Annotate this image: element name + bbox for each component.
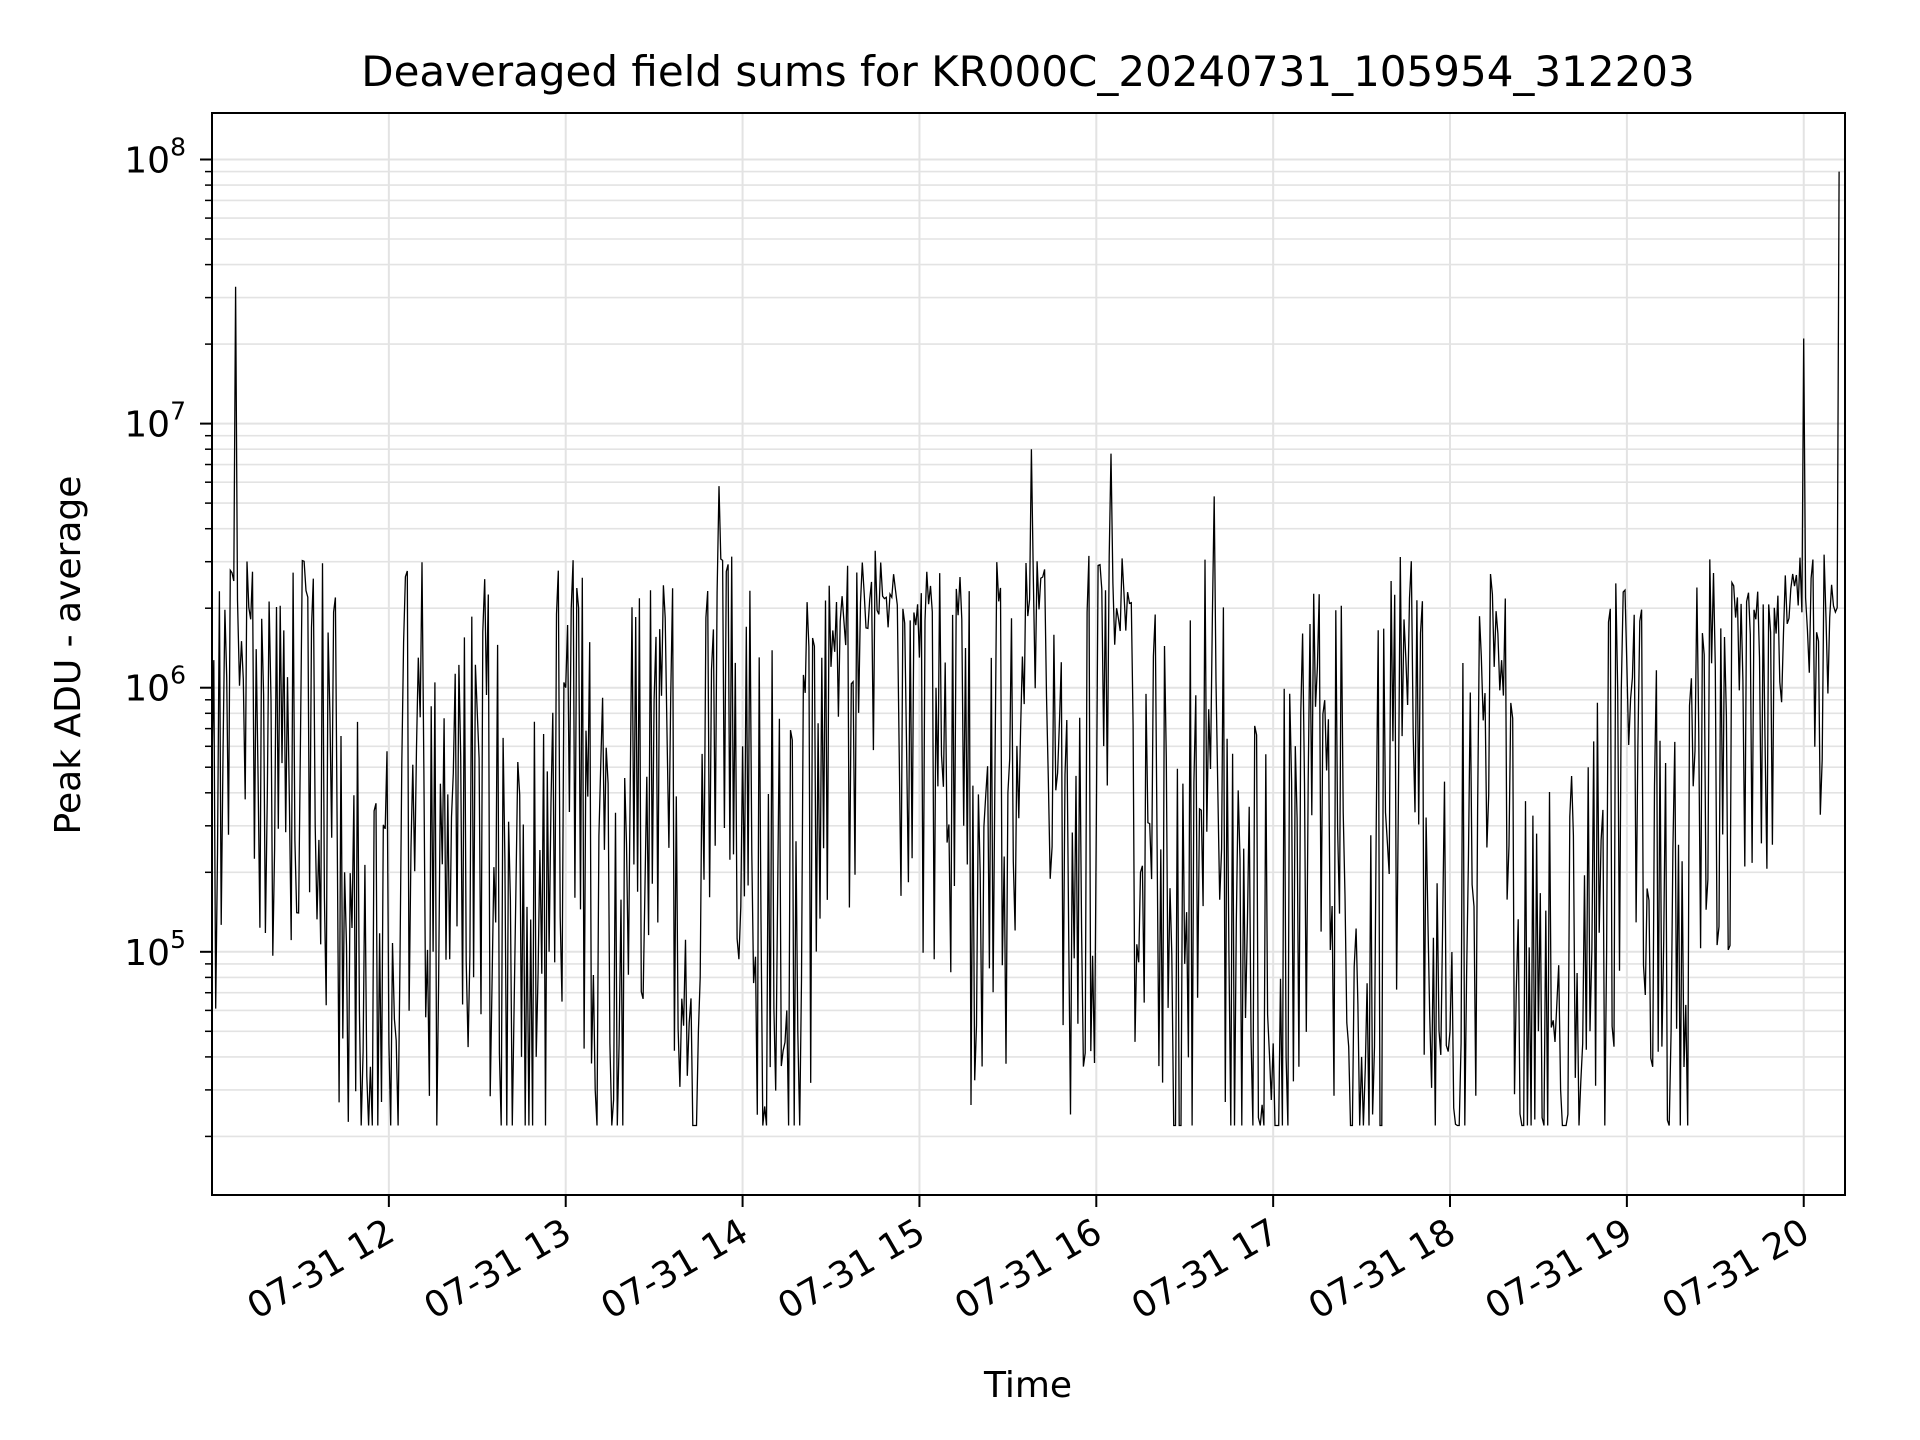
y-tick-label: 107 xyxy=(124,397,186,446)
line-layer xyxy=(212,171,1840,1127)
y-tick-label: 106 xyxy=(124,661,186,710)
series-line xyxy=(212,171,1840,1127)
plot-frame xyxy=(211,112,1846,1196)
y-axis-label: Peak ADU - average xyxy=(48,476,89,835)
y-tick-label: 105 xyxy=(124,925,186,974)
y-axis-ticks: 105 106 107 108 xyxy=(124,133,212,1138)
x-axis-label: Time xyxy=(983,1365,1072,1406)
chart-title: Deaveraged field sums for KR000C_2024073… xyxy=(361,47,1695,96)
y-tick-label: 108 xyxy=(124,133,186,182)
